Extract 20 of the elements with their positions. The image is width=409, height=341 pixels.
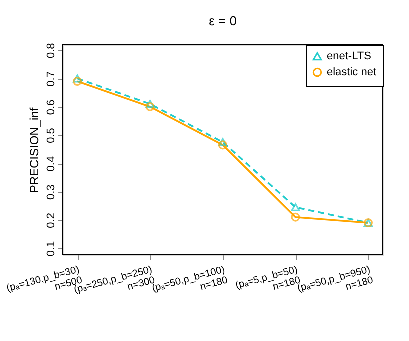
y-tick-label: 0.6 <box>46 100 58 116</box>
y-tick-label: 0.4 <box>46 156 58 172</box>
point <box>291 212 300 222</box>
point <box>218 138 228 146</box>
y-axis-title: PRECISION_inf <box>28 107 42 194</box>
legend-label: elastic net <box>327 66 377 78</box>
y-tick-label: 0.5 <box>46 128 58 144</box>
y-tick-label: 0.3 <box>46 184 58 200</box>
point <box>291 203 300 212</box>
chart-title: ε = 0 <box>209 14 237 29</box>
point <box>218 140 228 150</box>
point <box>73 74 82 83</box>
point <box>146 100 155 108</box>
y-tick-label: 0.2 <box>46 213 58 228</box>
point <box>73 77 82 86</box>
point <box>146 102 155 112</box>
y-tick-label: 0.1 <box>46 241 58 257</box>
y-tick-label: 0.7 <box>46 72 58 87</box>
y-tick-label: 0.8 <box>46 43 58 59</box>
legend-label: enet-LTS <box>327 50 372 62</box>
